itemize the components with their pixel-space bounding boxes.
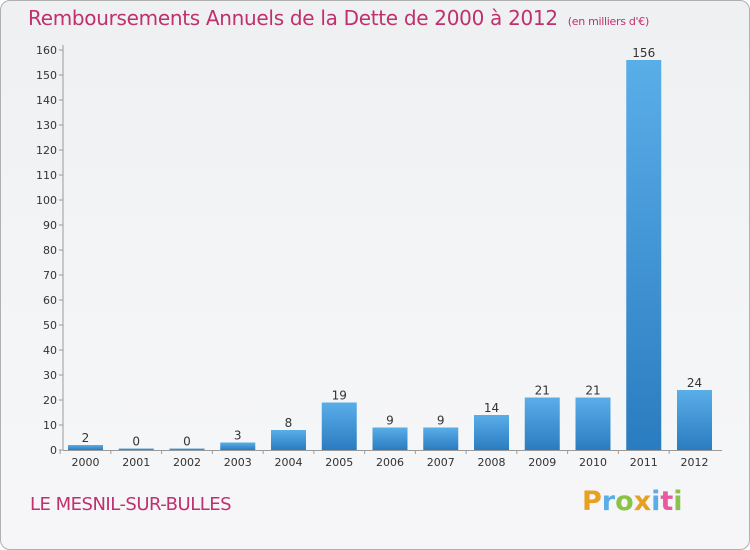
bar-value-label: 156: [632, 46, 655, 60]
y-tick-label: 30: [43, 369, 57, 382]
bar: [169, 448, 205, 450]
y-tick-label: 110: [36, 169, 57, 182]
logo-letter: P: [582, 486, 602, 517]
bar-value-label: 14: [484, 401, 499, 415]
bar-value-label: 8: [285, 416, 293, 430]
logo-letter: t: [660, 486, 674, 517]
bar: [118, 448, 154, 450]
bar: [220, 442, 256, 450]
y-tick-label: 70: [43, 269, 57, 282]
y-tick-label: 20: [43, 394, 57, 407]
logo-letter: x: [633, 486, 652, 517]
x-tick-label: 2010: [579, 456, 607, 469]
bar: [321, 402, 357, 450]
title-text: Remboursements Annuels de la Dette de 20…: [28, 6, 558, 30]
bar-value-label: 9: [386, 414, 394, 428]
bar-value-label: 3: [234, 429, 242, 443]
bar: [372, 427, 408, 450]
bar-value-label: 21: [535, 384, 550, 398]
y-tick-label: 80: [43, 244, 57, 257]
x-tick-label: 2004: [275, 456, 303, 469]
x-tick-label: 2005: [325, 456, 353, 469]
x-tick-label: 2000: [72, 456, 100, 469]
bar-value-label: 19: [332, 389, 347, 403]
bar: [68, 445, 103, 450]
proxiti-logo: Proxiti: [582, 486, 683, 517]
y-tick-label: 140: [36, 94, 57, 107]
bar-value-label: 9: [437, 414, 445, 428]
bar-value-label: 24: [687, 376, 702, 390]
y-tick-label: 10: [43, 419, 57, 432]
bar: [524, 397, 560, 450]
bar-value-label: 0: [183, 435, 191, 449]
bar-value-label: 2: [82, 431, 90, 445]
x-tick-label: 2007: [427, 456, 455, 469]
y-tick-label: 40: [43, 344, 57, 357]
y-tick-label: 130: [36, 119, 57, 132]
y-tick-label: 160: [36, 44, 57, 57]
y-tick-label: 60: [43, 294, 57, 307]
logo-letter: i: [651, 486, 661, 517]
logo-letter: r: [601, 486, 616, 517]
y-tick-label: 100: [36, 194, 57, 207]
title-unit: (en milliers d'€): [567, 15, 649, 28]
chart-title: Remboursements Annuels de la Dette de 20…: [28, 6, 649, 30]
x-tick-label: 2011: [630, 456, 658, 469]
x-tick-label: 2006: [376, 456, 404, 469]
y-tick-label: 150: [36, 69, 57, 82]
x-tick-label: 2003: [224, 456, 252, 469]
bar-value-label: 0: [132, 435, 140, 449]
y-tick-label: 50: [43, 319, 57, 332]
logo-letter: i: [673, 486, 683, 517]
bar: [575, 397, 611, 450]
y-tick-label: 90: [43, 219, 57, 232]
x-tick-label: 2009: [528, 456, 556, 469]
x-tick-label: 2012: [681, 456, 709, 469]
x-tick-label: 2001: [122, 456, 150, 469]
place-name: LE MESNIL-SUR-BULLES: [30, 494, 232, 515]
bar: [626, 60, 662, 450]
bar: [474, 415, 509, 450]
y-tick-label: 0: [50, 444, 57, 457]
bar-value-label: 21: [585, 384, 600, 398]
y-tick-label: 120: [36, 144, 57, 157]
bar: [271, 430, 306, 450]
bar: [677, 390, 712, 450]
x-tick-label: 2008: [478, 456, 506, 469]
logo-letter: o: [615, 486, 634, 517]
x-tick-label: 2002: [173, 456, 201, 469]
bar: [423, 427, 459, 450]
